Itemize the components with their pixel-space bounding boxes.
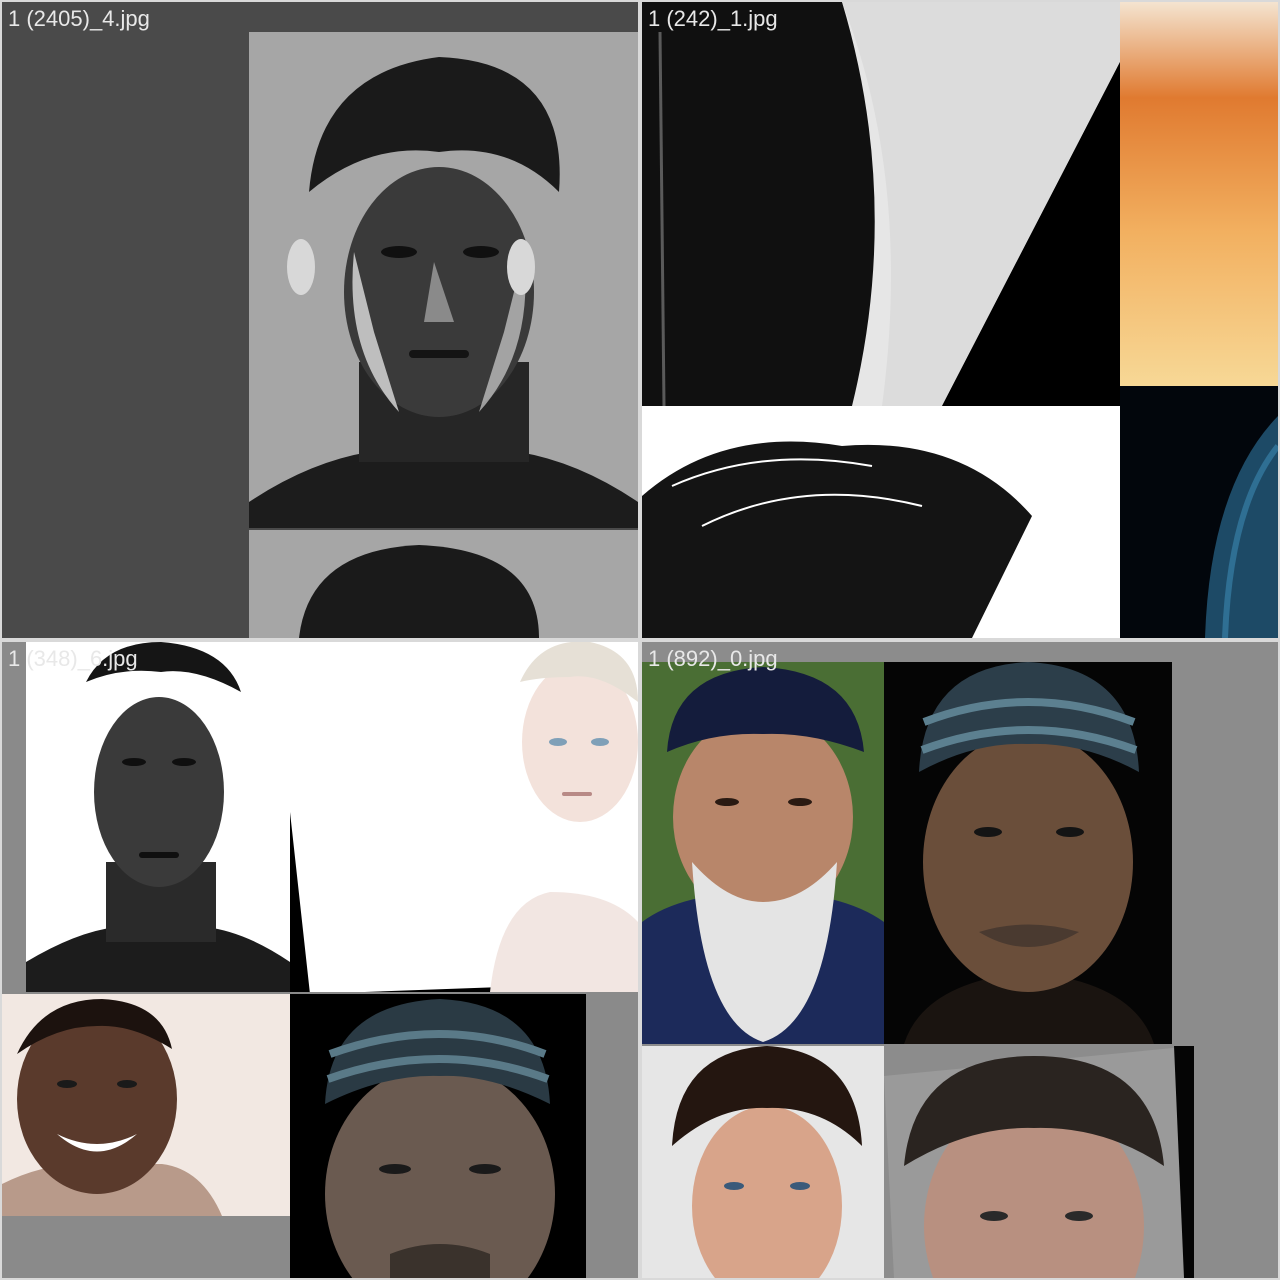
knit-hat-crop: [1120, 386, 1278, 638]
portrait-photo-darkhair: [642, 1046, 884, 1278]
garment-photo: [642, 2, 1120, 406]
tile-3: 1 (348)_6.jpg: [2, 642, 638, 1278]
tile-label: 1 (348)_6.jpg: [8, 646, 138, 671]
tile-label: 1 (2405)_4.jpg: [8, 6, 150, 31]
blurred-orange-photo: [1120, 2, 1278, 386]
portrait-photo-knit-cap-dark: [884, 662, 1172, 1044]
tile-2: 1 (242)_1.jpg: [642, 2, 1278, 638]
portrait-photo-crop: [249, 530, 638, 638]
tile-4: 1 (892)_0.jpg: [642, 642, 1278, 1278]
tile-1: 1 (2405)_4.jpg: [2, 2, 638, 638]
portrait-photo-wavyhair: [884, 1046, 1194, 1278]
hair-crop-photo: [642, 406, 1120, 638]
portrait-photo-blond: [290, 642, 638, 992]
portrait-photo-highkey: [249, 32, 638, 528]
portrait-photo-smiling: [2, 994, 290, 1216]
portrait-photo-bright: [26, 642, 290, 992]
portrait-photo-knit-cap: [290, 994, 586, 1278]
tile-label: 1 (242)_1.jpg: [648, 6, 778, 31]
tile-label: 1 (892)_0.jpg: [648, 646, 778, 671]
portrait-photo-bearded-elder: [642, 662, 884, 1044]
